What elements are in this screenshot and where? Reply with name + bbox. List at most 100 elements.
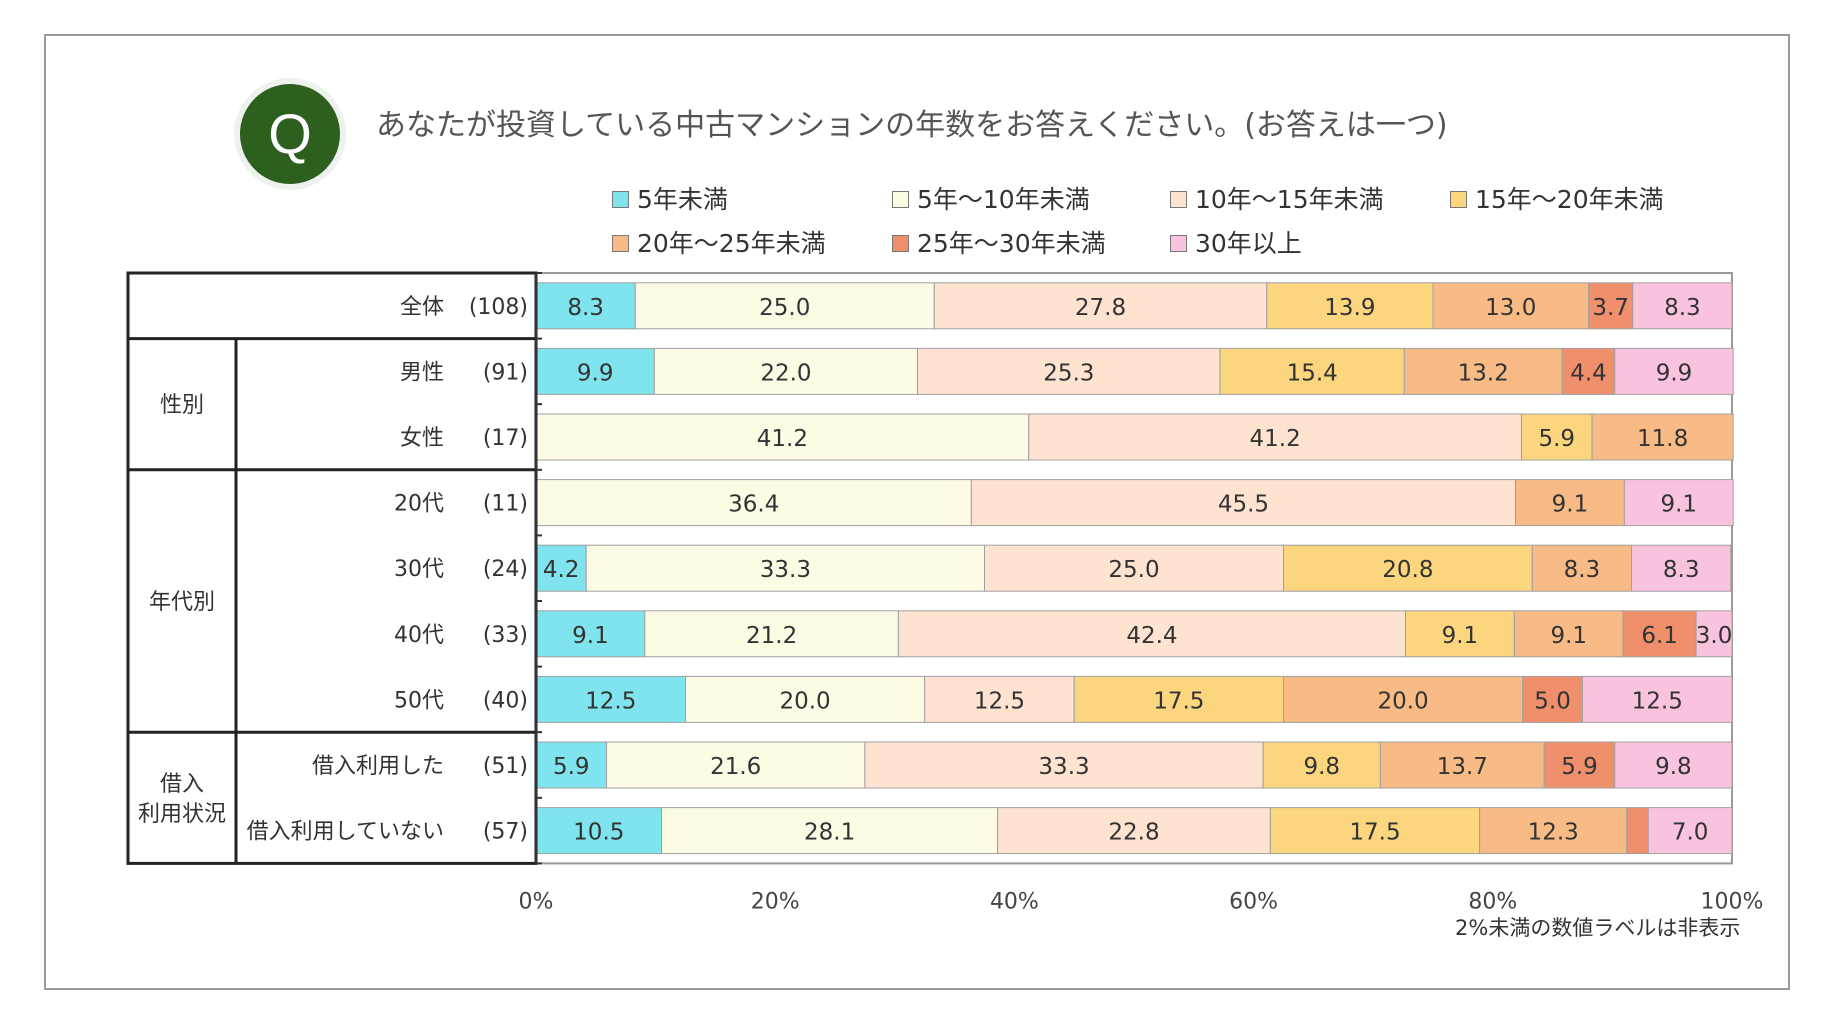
- data-label: 17.5: [1153, 688, 1204, 714]
- x-tick-label: 20%: [751, 889, 800, 914]
- data-label: 9.8: [1303, 754, 1340, 780]
- x-tick-label: 0%: [519, 889, 554, 914]
- data-label: 9.1: [1442, 623, 1479, 649]
- data-label: 13.2: [1458, 360, 1509, 386]
- bar-segment: [535, 282, 636, 330]
- legend-item: 10年～15年未満: [1170, 184, 1384, 216]
- data-label: 25.0: [759, 295, 810, 321]
- data-label: 5.9: [1561, 754, 1598, 780]
- legend-label: 15年～20年未満: [1475, 185, 1664, 214]
- legend-item: 5年未満: [612, 184, 728, 216]
- question-badge-letter: Q: [268, 102, 312, 165]
- bar-segment: [535, 741, 608, 789]
- row-count: (33): [483, 623, 528, 648]
- row-label: 40代: [394, 623, 444, 648]
- row-count: (57): [483, 820, 528, 845]
- data-label: 4.4: [1570, 360, 1607, 386]
- row-count: (17): [483, 426, 528, 451]
- legend-item: 25年～30年未満: [892, 228, 1106, 260]
- data-label: 42.4: [1126, 623, 1177, 649]
- data-label: 15.4: [1287, 360, 1338, 386]
- data-label: 28.1: [804, 820, 855, 846]
- bar-segment: [1432, 282, 1589, 330]
- bar-segment: [1403, 347, 1563, 395]
- data-label: 33.3: [760, 557, 811, 583]
- bar-segment: [1622, 610, 1697, 658]
- x-tick-label: 100%: [1701, 889, 1764, 914]
- bar-segment: [1631, 544, 1732, 592]
- legend-item: 20年～25年未満: [612, 228, 826, 260]
- data-label: 41.2: [757, 426, 808, 452]
- row-count: (40): [483, 688, 528, 713]
- legend-label: 5年未満: [637, 185, 728, 214]
- bar-segment: [984, 544, 1284, 592]
- chart-note: 2%未満の数値ラベルは非表示: [1455, 916, 1741, 940]
- data-label: 20.0: [779, 688, 830, 714]
- group-label: 借入: [160, 772, 204, 797]
- data-label: 9.9: [1656, 360, 1693, 386]
- data-label: 8.3: [567, 295, 604, 321]
- data-label: 5.9: [553, 754, 590, 780]
- data-label: 13.7: [1437, 754, 1488, 780]
- data-label: 12.5: [585, 688, 636, 714]
- data-label: 8.3: [1664, 295, 1701, 321]
- bar-segment: [1266, 282, 1434, 330]
- bar-segment: [1073, 675, 1284, 723]
- bar-segment: [1582, 675, 1733, 723]
- row-label: 50代: [394, 688, 444, 713]
- data-label: 9.8: [1655, 754, 1692, 780]
- data-label: 7.0: [1672, 820, 1709, 846]
- data-label: 41.2: [1250, 426, 1301, 452]
- bar-segment: [1647, 807, 1733, 855]
- legend-swatch: [612, 190, 629, 208]
- row-label: 20代: [394, 492, 444, 517]
- bar-segment: [970, 479, 1517, 527]
- bar-segment: [1591, 413, 1734, 461]
- data-label: 36.4: [728, 492, 779, 518]
- bar-segment: [1028, 413, 1523, 461]
- row-count: (91): [483, 360, 528, 385]
- data-label: 13.9: [1324, 295, 1375, 321]
- bar-segment: [606, 741, 866, 789]
- data-label: 9.1: [572, 623, 609, 649]
- data-label: 20.8: [1382, 557, 1433, 583]
- bar-segment: [1587, 282, 1634, 330]
- bar-segment: [1614, 741, 1733, 789]
- bar-segment: [644, 610, 899, 658]
- data-label: 25.3: [1043, 360, 1094, 386]
- row-count: (108): [469, 295, 528, 320]
- data-label: 12.3: [1528, 820, 1579, 846]
- bar-segment: [1479, 807, 1628, 855]
- legend-item: 30年以上: [1170, 228, 1302, 260]
- row-label: 男性: [400, 360, 444, 385]
- row-label: 借入利用していない: [247, 820, 444, 845]
- data-label: 3.7: [1592, 295, 1629, 321]
- bar-segment: [1513, 610, 1624, 658]
- legend-item: 15年～20年未満: [1450, 184, 1664, 216]
- row-label: 30代: [394, 557, 444, 582]
- data-label: 9.1: [1552, 492, 1589, 518]
- question-text: あなたが投資している中古マンションの年数をお答えください。(お答えは一つ): [376, 108, 1448, 143]
- legend-swatch: [892, 190, 909, 208]
- data-label: 13.0: [1485, 295, 1536, 321]
- bar-segment: [1262, 741, 1381, 789]
- data-label: 10.5: [573, 820, 624, 846]
- bar-segment: [1626, 807, 1649, 855]
- group-label: 年代別: [149, 590, 215, 615]
- data-label: 9.1: [1660, 492, 1697, 518]
- group-label: 性別: [160, 393, 204, 418]
- row-count: (51): [483, 754, 528, 779]
- bar-segment: [634, 282, 935, 330]
- bar-segment: [653, 347, 919, 395]
- data-label: 21.6: [710, 754, 761, 780]
- x-tick-label: 60%: [1229, 889, 1278, 914]
- row-count: (11): [483, 492, 528, 517]
- data-label: 25.0: [1108, 557, 1159, 583]
- row-label: 女性: [400, 426, 444, 451]
- data-label: 9.1: [1550, 623, 1587, 649]
- legend-label: 10年～15年未満: [1195, 185, 1384, 214]
- bar-segment: [1269, 807, 1481, 855]
- data-label: 45.5: [1218, 492, 1269, 518]
- data-label: 8.3: [1564, 557, 1601, 583]
